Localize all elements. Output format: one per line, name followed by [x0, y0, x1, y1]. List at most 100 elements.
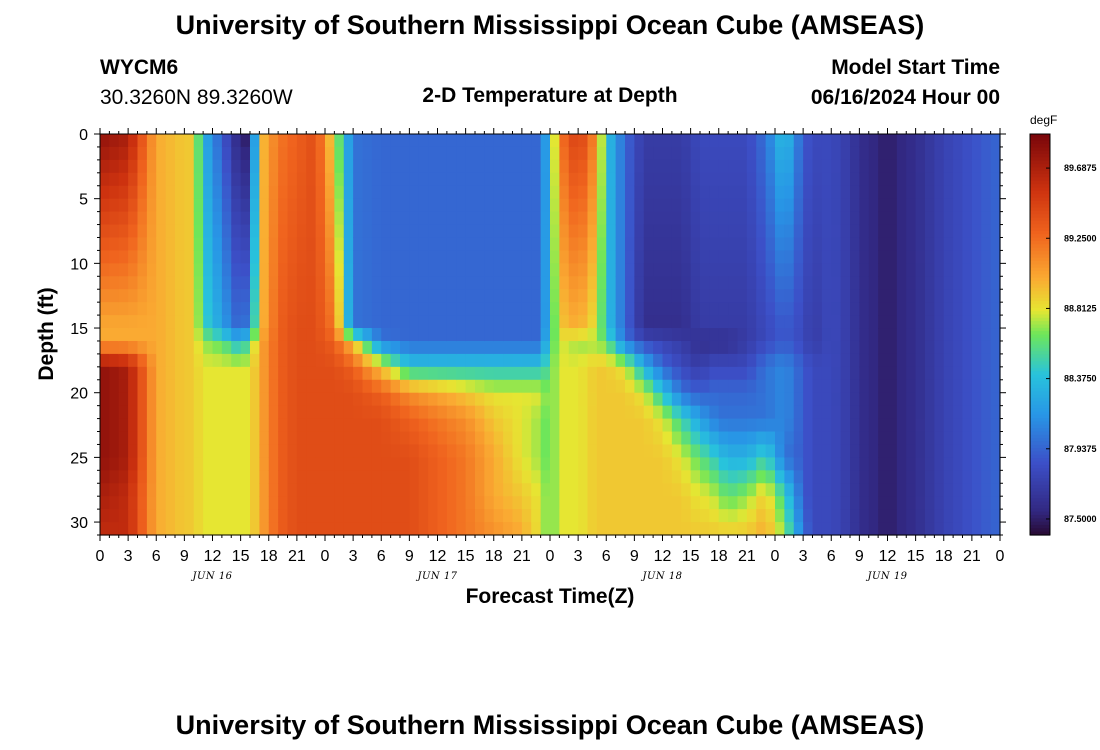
- heatmap-cell: [137, 431, 148, 446]
- heatmap-cell: [203, 134, 214, 148]
- heatmap-cell: [296, 159, 307, 174]
- heatmap-cell: [962, 315, 973, 329]
- heatmap-cell: [878, 509, 889, 523]
- heatmap-cell: [400, 405, 410, 420]
- heatmap-cell: [165, 237, 176, 252]
- heatmap-cell: [981, 392, 992, 407]
- heatmap-cell: [296, 198, 307, 213]
- colorbar-segment: [1030, 314, 1050, 319]
- heatmap-cell: [859, 496, 870, 510]
- heatmap-cell: [446, 198, 457, 213]
- heatmap-cell: [709, 224, 720, 239]
- heatmap-cell: [437, 431, 448, 446]
- heatmap-cell: [831, 522, 842, 536]
- heatmap-cell: [334, 366, 345, 381]
- heatmap-cell: [915, 146, 926, 161]
- heatmap-cell: [390, 328, 401, 342]
- heatmap-cell: [700, 237, 710, 252]
- heatmap-cell: [353, 302, 364, 316]
- heatmap-cell: [821, 172, 832, 187]
- heatmap-cell: [971, 470, 982, 484]
- heatmap-cell: [475, 522, 485, 536]
- heatmap-cell: [250, 315, 260, 329]
- heatmap-cell: [250, 224, 260, 239]
- heatmap-cell: [728, 146, 739, 161]
- heatmap-cell: [559, 444, 570, 458]
- heatmap-cell: [521, 418, 532, 433]
- heatmap-cell: [606, 340, 617, 355]
- heatmap-cell: [475, 172, 485, 187]
- heatmap-cell: [596, 237, 607, 252]
- heatmap-cell: [175, 405, 185, 420]
- heatmap-cell: [221, 224, 232, 239]
- heatmap-cell: [353, 483, 364, 497]
- heatmap-cell: [128, 392, 139, 407]
- heatmap-cell: [334, 315, 345, 329]
- heatmap-cell: [728, 328, 739, 342]
- heatmap-cell: [484, 224, 495, 239]
- heatmap-cell: [878, 315, 889, 329]
- heatmap-cell: [953, 302, 964, 316]
- heatmap-cell: [493, 237, 504, 252]
- heatmap-cell: [662, 302, 673, 316]
- heatmap-cell: [784, 457, 795, 471]
- heatmap-cell: [615, 509, 626, 523]
- heatmap-cell: [184, 211, 195, 226]
- heatmap-cell: [428, 276, 439, 290]
- colorbar-segment: [1030, 484, 1050, 489]
- heatmap-cell: [662, 159, 673, 174]
- heatmap-cell: [700, 263, 710, 277]
- heatmap-cell: [381, 146, 392, 161]
- heatmap-cell: [859, 328, 870, 342]
- heatmap-cell: [353, 185, 364, 200]
- heatmap-cell: [896, 457, 907, 471]
- heatmap-cell: [418, 392, 429, 407]
- colorbar-segment: [1030, 504, 1050, 509]
- heatmap-cell: [606, 263, 617, 277]
- heatmap-cell: [559, 483, 570, 497]
- heatmap-cell: [231, 159, 242, 174]
- heatmap-cell: [409, 353, 420, 368]
- heatmap-cell: [793, 302, 804, 316]
- heatmap-cell: [662, 392, 673, 407]
- heatmap-cell: [653, 237, 664, 252]
- heatmap-cell: [671, 444, 682, 458]
- heatmap-cell: [671, 185, 682, 200]
- heatmap-cell: [578, 198, 589, 213]
- heatmap-cell: [653, 366, 664, 381]
- heatmap-cell: [578, 328, 589, 342]
- heatmap-cell: [831, 250, 842, 264]
- heatmap-cell: [925, 159, 935, 174]
- heatmap-cell: [596, 263, 607, 277]
- heatmap-cell: [334, 353, 345, 368]
- heatmap-cell: [428, 418, 439, 433]
- heatmap-cell: [456, 237, 467, 252]
- heatmap-cell: [353, 509, 364, 523]
- heatmap-cell: [390, 172, 401, 187]
- heatmap-cell: [343, 289, 354, 303]
- colorbar-segment: [1030, 387, 1050, 392]
- heatmap-cell: [653, 250, 664, 264]
- heatmap-cell: [390, 418, 401, 433]
- heatmap-cell: [503, 276, 514, 290]
- colorbar-segment: [1030, 451, 1050, 456]
- heatmap-cell: [540, 159, 551, 174]
- heatmap-cell: [128, 328, 139, 342]
- heatmap-cell: [962, 509, 973, 523]
- heatmap-cell: [812, 185, 823, 200]
- heatmap-cell: [962, 405, 973, 420]
- heatmap-cell: [793, 366, 804, 381]
- heatmap-cell: [446, 263, 457, 277]
- heatmap-cell: [137, 315, 148, 329]
- heatmap-cell: [981, 444, 992, 458]
- heatmap-cell: [456, 509, 467, 523]
- heatmap-cell: [840, 263, 851, 277]
- heatmap-cell: [737, 211, 748, 226]
- x-tick-label: 3: [349, 548, 358, 565]
- heatmap-cell: [503, 431, 514, 446]
- heatmap-cell: [578, 470, 589, 484]
- heatmap-cell: [456, 392, 467, 407]
- heatmap-cell: [315, 353, 326, 368]
- heatmap-cell: [100, 328, 110, 342]
- heatmap-cell: [934, 509, 945, 523]
